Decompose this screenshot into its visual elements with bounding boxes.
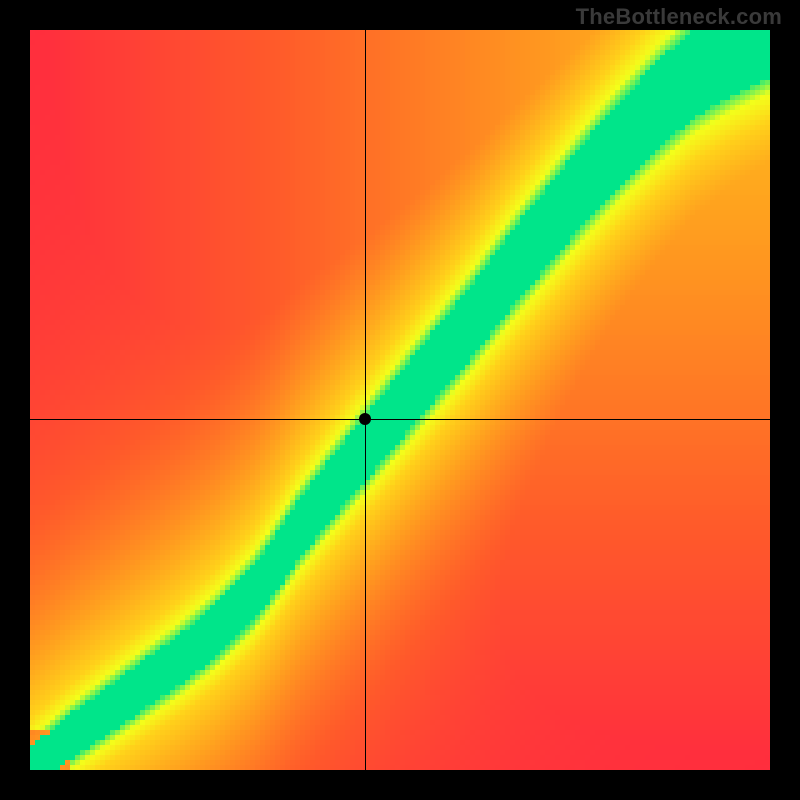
crosshair-horizontal (30, 419, 770, 420)
bottleneck-heatmap (30, 30, 770, 770)
plot-area (30, 30, 770, 770)
chart-container: TheBottleneck.com (0, 0, 800, 800)
crosshair-marker (359, 413, 371, 425)
watermark-text: TheBottleneck.com (576, 4, 782, 30)
crosshair-vertical (365, 30, 366, 770)
